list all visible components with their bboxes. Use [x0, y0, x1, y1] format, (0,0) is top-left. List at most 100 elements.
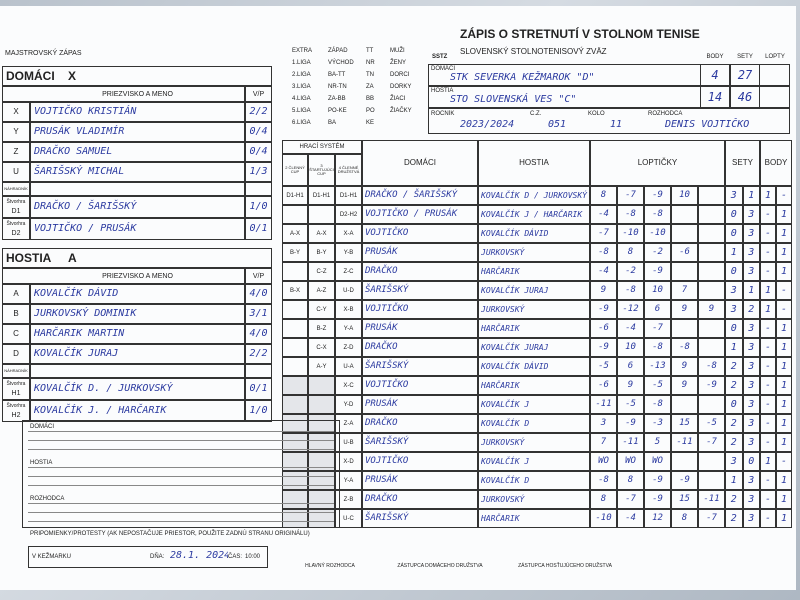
cell-border — [308, 433, 335, 452]
cell-border — [335, 262, 362, 281]
cell-border — [760, 395, 776, 414]
system-code: D1-H1 — [286, 192, 304, 199]
home-player: ŠARIŠSKÝ — [365, 513, 409, 523]
home-player: ŠARIŠSKÝ — [365, 437, 409, 447]
ball-score: -8 — [652, 209, 663, 219]
cell-border — [335, 395, 362, 414]
match-point: 1 — [764, 303, 772, 315]
ball-score: WO — [625, 456, 636, 466]
cell-border — [644, 243, 671, 262]
ball-score: -8 — [652, 399, 663, 409]
cell-border — [428, 64, 790, 86]
cell-border — [742, 376, 760, 395]
ball-score: -9 — [598, 304, 609, 314]
cell-border — [335, 224, 362, 243]
cell-border — [590, 338, 617, 357]
cell-border — [282, 262, 308, 281]
cell-border — [590, 281, 617, 300]
set-score: 3 — [730, 455, 737, 467]
league-option: BA-TT — [328, 72, 346, 78]
ball-score: 15 — [679, 418, 690, 428]
cell-border — [742, 357, 760, 376]
cell-border — [362, 414, 478, 433]
system-code: D1-H1 — [312, 192, 331, 199]
cell-border — [428, 108, 790, 134]
cell-border — [335, 376, 362, 395]
match-point: - — [764, 436, 772, 448]
cell-border — [282, 338, 308, 357]
cell-border — [478, 490, 590, 509]
cell-border — [698, 319, 725, 338]
league-option: NR-TN — [328, 84, 347, 90]
doubles-code: D1 — [11, 207, 21, 215]
column-header: LOPTIČKY — [637, 158, 678, 167]
cell-border — [245, 378, 272, 400]
cell-border — [617, 357, 644, 376]
home-player: VOJTIČKO — [365, 228, 409, 238]
cell-border — [644, 205, 671, 224]
cell-border — [742, 433, 760, 452]
cell-border — [776, 186, 792, 205]
cell-border — [478, 452, 590, 471]
cell-border — [362, 300, 478, 319]
cell-border — [282, 433, 308, 452]
cell-border — [725, 205, 743, 224]
cell-border — [245, 218, 272, 240]
cell-border — [308, 186, 335, 205]
ball-score: -9 — [625, 418, 636, 428]
cell-border — [725, 140, 760, 186]
league-option: KE — [366, 120, 375, 126]
cell-border — [308, 490, 335, 509]
cell-border — [282, 490, 308, 509]
cell-border — [590, 509, 617, 528]
cell-border — [617, 471, 644, 490]
cell-border — [335, 509, 362, 528]
cell-border — [671, 509, 698, 528]
cell-border — [478, 471, 590, 490]
cell-border — [617, 186, 644, 205]
cell-border — [725, 262, 743, 281]
cell-border — [617, 433, 644, 452]
column-header: HRACÍ SYSTÉM — [299, 144, 345, 150]
guest-player: HARČARIK — [481, 513, 520, 523]
cell-border — [760, 433, 776, 452]
cell-border — [362, 338, 478, 357]
league-option: PO — [366, 108, 375, 114]
ball-score: -9 — [706, 380, 717, 390]
logo: SSTZ — [432, 54, 448, 60]
cell-border — [760, 471, 776, 490]
cell-border — [644, 452, 671, 471]
player-name: VOJTIČKO KRISTIÁN — [34, 106, 137, 117]
cell-border — [644, 186, 671, 205]
system-code: D2-H2 — [339, 211, 358, 218]
ball-score: -8 — [679, 342, 690, 352]
set-score: 1 — [730, 246, 737, 258]
cell-border — [776, 376, 792, 395]
cell-border — [776, 414, 792, 433]
set-score: 3 — [748, 341, 755, 353]
home-player: VOJTIČKO — [365, 304, 409, 314]
cell-border — [617, 205, 644, 224]
guest-player: JURKOVSKÝ — [481, 494, 525, 504]
cell-border — [698, 243, 725, 262]
cell-border — [776, 205, 792, 224]
set-score: 2 — [730, 436, 737, 448]
cell-border — [725, 300, 743, 319]
cell-border — [282, 140, 362, 154]
cell-border — [698, 186, 725, 205]
player-name: KOVALČÍK JURAJ — [34, 348, 119, 359]
league-option: DORKY — [390, 84, 412, 90]
set-score: 1 — [730, 341, 737, 353]
cell-border — [617, 509, 644, 528]
ball-score: -10 — [595, 513, 612, 523]
league-option: ŽIAČKY — [390, 108, 412, 114]
cell-border — [30, 284, 245, 304]
cell-border — [644, 262, 671, 281]
cell-border — [776, 338, 792, 357]
set-score: 2 — [748, 303, 755, 315]
doubles-label: Štvorhra — [6, 198, 26, 205]
cell-border — [335, 300, 362, 319]
match-point: - — [780, 303, 788, 315]
guest-player: KOVALČÍK JURAJ — [481, 285, 549, 295]
cell-border — [776, 224, 792, 243]
